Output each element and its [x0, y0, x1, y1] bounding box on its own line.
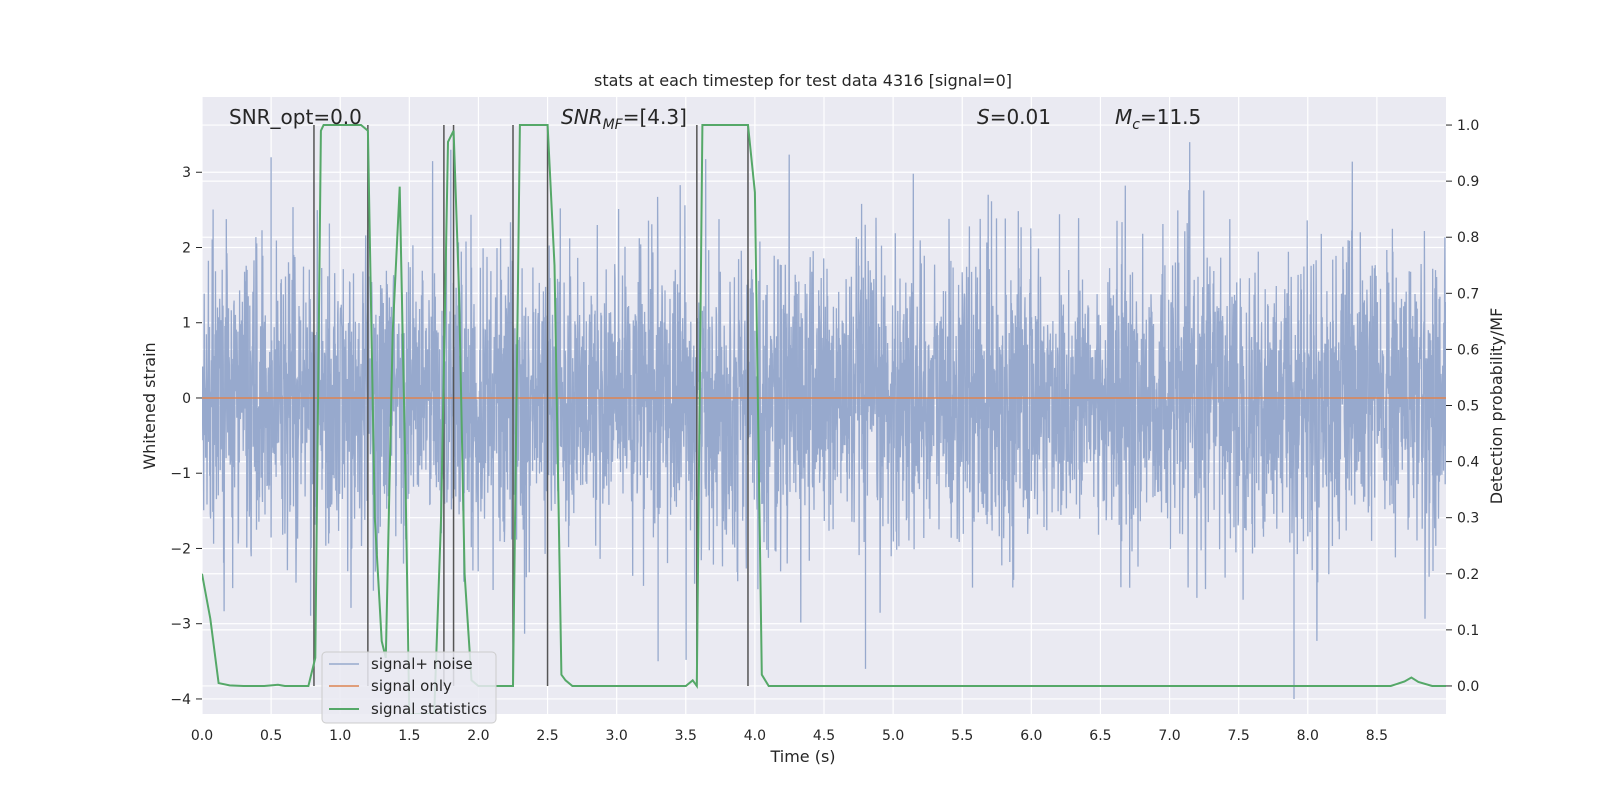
annotation-mc-subscript: c [1132, 117, 1140, 133]
legend: signal+ noise signal only signal statist… [321, 651, 497, 724]
annotation-s: S=0.01 [977, 105, 1051, 129]
annotation-snr-mf: SNRMF=[4.3] [561, 105, 687, 133]
y-right-tick-label: 0.2 [1457, 567, 1479, 583]
y-right-tick-label: 0.9 [1457, 174, 1479, 190]
x-tick-label: 7.5 [1228, 728, 1250, 744]
annotation-mc: Mc=11.5 [1115, 105, 1201, 133]
x-tick-label: 6.5 [1089, 728, 1111, 744]
chart-title: stats at each timestep for test data 431… [594, 71, 1012, 90]
x-tick-label: 3.5 [675, 728, 697, 744]
y-left-tick-label: 0 [182, 391, 191, 407]
x-tick-label: 4.0 [744, 728, 766, 744]
y-left-tick-label: 2 [182, 240, 191, 256]
y-axis-left-label: Whitened strain [140, 342, 159, 469]
y-left-tick-label: 1 [182, 316, 191, 332]
legend-label-signal-noise: signal+ noise [371, 655, 473, 673]
detection-marker-lines [313, 125, 749, 686]
x-tick-label: 3.0 [606, 728, 628, 744]
y-right-tick-label: 1.0 [1457, 118, 1479, 134]
annotation-mc-symbol: M [1115, 105, 1132, 129]
x-tick-label: 5.5 [951, 728, 973, 744]
y-axis-right-ticks: 0.0 0.1 0.2 0.3 0.4 0.5 0.6 0.7 0.8 0.9 1.0 [1446, 118, 1479, 695]
x-tick-label: 1.0 [329, 728, 351, 744]
legend-box [321, 651, 497, 724]
y-right-tick-label: 0.0 [1457, 679, 1479, 695]
x-tick-label: 8.5 [1366, 728, 1388, 744]
annotation-s-value: =0.01 [990, 105, 1051, 129]
x-tick-label: 8.0 [1297, 728, 1319, 744]
y-right-tick-label: 0.3 [1457, 511, 1479, 527]
series-signal-noise [202, 142, 1446, 699]
x-tick-label: 2.5 [536, 728, 558, 744]
annotation-snr-mf-subscript: MF [603, 117, 624, 133]
y-left-tick-label: −1 [170, 466, 191, 482]
x-tick-label: 5.0 [882, 728, 904, 744]
x-tick-label: 0.0 [191, 728, 213, 744]
annotation-s-symbol: S [977, 105, 990, 129]
x-tick-label: 4.5 [813, 728, 835, 744]
y-left-tick-label: −3 [170, 617, 191, 633]
annotation-snr-mf-symbol: SNR [561, 105, 603, 129]
x-tick-label: 0.5 [260, 728, 282, 744]
x-tick-label: 2.0 [467, 728, 489, 744]
annotation-snr-opt: SNR_opt=0.0 [229, 105, 362, 129]
x-tick-label: 1.5 [398, 728, 420, 744]
y-right-tick-label: 0.1 [1457, 623, 1479, 639]
y-left-tick-label: −2 [170, 541, 191, 557]
y-right-tick-label: 0.6 [1457, 342, 1479, 358]
x-tick-label: 6.0 [1020, 728, 1042, 744]
x-tick-label: 7.0 [1158, 728, 1180, 744]
legend-label-signal-statistics: signal statistics [371, 700, 487, 718]
y-right-tick-label: 0.7 [1457, 286, 1479, 302]
y-right-tick-label: 0.8 [1457, 230, 1479, 246]
annotation-mc-value: =11.5 [1140, 105, 1201, 129]
x-axis-label: Time (s) [769, 747, 835, 766]
annotation-snr-mf-value: =[4.3] [623, 105, 687, 129]
y-left-tick-label: −4 [170, 692, 191, 708]
y-right-tick-label: 0.5 [1457, 399, 1479, 415]
x-axis-ticks: 0.0 0.5 1.0 1.5 2.0 2.5 3.0 3.5 4.0 4.5 5.0 5.5 6.0 6… [191, 728, 1388, 744]
y-right-tick-label: 0.4 [1457, 455, 1479, 471]
y-left-tick-label: 3 [182, 165, 191, 181]
y-axis-left-ticks: −4 −3 −2 −1 0 1 2 3 [170, 165, 202, 708]
legend-label-signal-only: signal only [371, 677, 452, 695]
y-axis-right-label: Detection probability/MF [1487, 308, 1506, 505]
